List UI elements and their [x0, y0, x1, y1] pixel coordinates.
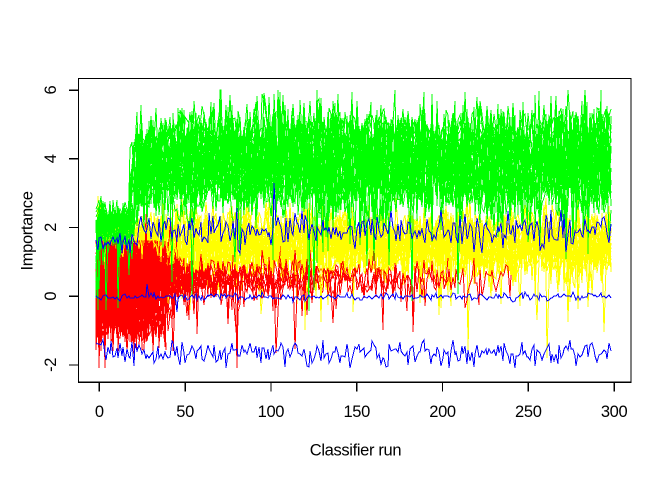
svg-text:0: 0 [95, 403, 104, 421]
svg-text:300: 300 [601, 403, 628, 421]
svg-text:100: 100 [258, 403, 285, 421]
svg-text:50: 50 [176, 403, 194, 421]
svg-text:4: 4 [42, 154, 60, 163]
svg-text:200: 200 [429, 403, 456, 421]
svg-text:2: 2 [42, 223, 60, 232]
svg-text:0: 0 [42, 292, 60, 301]
svg-text:Importance: Importance [19, 191, 37, 270]
svg-text:6: 6 [42, 86, 60, 95]
svg-text:250: 250 [515, 403, 542, 421]
svg-text:150: 150 [343, 403, 370, 421]
svg-text:Classifier run: Classifier run [310, 442, 402, 460]
svg-text:-2: -2 [42, 358, 60, 372]
